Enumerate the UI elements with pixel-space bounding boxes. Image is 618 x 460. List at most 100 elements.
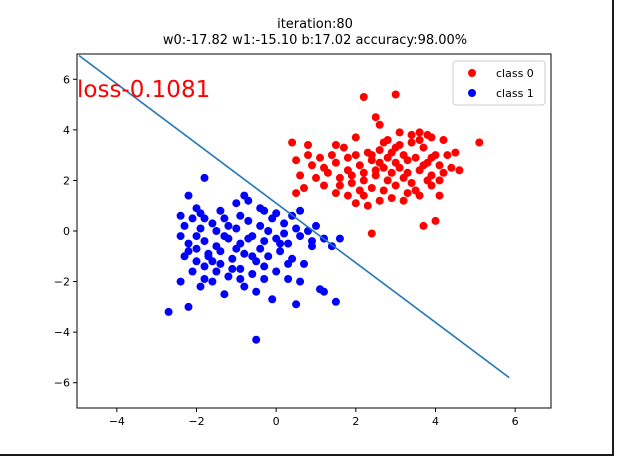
class-0-point (331, 189, 340, 198)
class-0-point (304, 151, 312, 160)
class-1-point (335, 234, 344, 243)
class-1-point (224, 221, 233, 230)
class-0-point (451, 148, 460, 157)
class-0-point (407, 130, 416, 139)
class-0-point (455, 166, 464, 175)
class-1-point (176, 277, 185, 286)
class-1-point (232, 224, 241, 233)
class-1-point (192, 204, 201, 213)
class-0-point (403, 189, 412, 198)
class-1-point (192, 257, 201, 266)
class-0-point (375, 120, 384, 129)
class-0-point (355, 161, 364, 170)
class-1-point (264, 227, 273, 235)
class-0-point (399, 173, 408, 182)
class-0-point (308, 161, 316, 170)
legend-marker (468, 89, 476, 97)
loss-annotation: loss-0.1081 (77, 77, 210, 103)
x-tick-label: −2 (188, 415, 204, 428)
class-0-point (379, 186, 388, 195)
y-tick-label: 4 (63, 124, 70, 137)
class-0-point (359, 191, 368, 200)
class-0-point (427, 153, 436, 162)
class-1-point (256, 244, 265, 253)
class-0-point (375, 196, 384, 205)
class-0-point (411, 186, 420, 195)
class-0-point (296, 171, 305, 180)
class-0-point (419, 221, 428, 230)
class-1-point (200, 173, 209, 182)
class-1-point (292, 224, 301, 233)
class-1-point (280, 219, 289, 228)
class-0-point (431, 216, 440, 225)
class-1-point (212, 227, 221, 235)
class-0-point (435, 191, 444, 200)
class-1-point (252, 335, 261, 344)
class-1-point (232, 199, 241, 208)
class-0-point (399, 196, 408, 205)
class-1-point (284, 275, 293, 283)
class-0-point (351, 133, 360, 142)
class-0-point (391, 143, 400, 152)
class-1-point (248, 270, 257, 278)
class-0-point (359, 93, 368, 101)
class-1-point (260, 237, 269, 246)
chart-title-line-2: w0:-17.82 w1:-15.10 b:17.02 accuracy:98.… (163, 33, 467, 48)
class-0-point (415, 136, 424, 144)
x-tick-label: 0 (273, 415, 280, 428)
legend-label: class 1 (496, 87, 534, 100)
class-1-point (240, 282, 249, 291)
x-tick-label: 4 (432, 415, 439, 428)
class-0-point (331, 158, 340, 167)
class-0-point (439, 168, 448, 177)
class-0-point (343, 153, 352, 162)
class-0-point (363, 201, 372, 210)
class-0-point (375, 158, 384, 167)
class-1-point (208, 257, 217, 266)
class-1-point (296, 277, 305, 286)
class-1-point (244, 196, 253, 205)
class-1-point (216, 247, 225, 256)
y-axis-ticks: −6 −4 −2 0 2 4 6 (54, 73, 77, 390)
class-0-point (395, 128, 404, 137)
class-1-point (284, 259, 293, 268)
class-1-point (188, 214, 197, 223)
class-0-point (383, 153, 392, 162)
class-1-point (276, 239, 285, 248)
class-1-point (184, 247, 193, 256)
x-tick-label: 6 (512, 415, 519, 428)
class-0-point (435, 176, 444, 185)
class-0-point (335, 173, 344, 182)
class-1-point (200, 275, 209, 283)
class-0-point (375, 146, 384, 155)
class-0-point (359, 176, 368, 185)
class-1-point (320, 287, 328, 296)
class-1-point (308, 242, 316, 251)
class-0-point (327, 151, 336, 160)
class-0-point (379, 138, 388, 147)
y-tick-label: −4 (54, 326, 70, 339)
class-0-point (335, 181, 344, 190)
class-1-point (188, 267, 197, 276)
class-0-point (351, 199, 360, 208)
class-1-point (276, 247, 285, 256)
class-1-point (280, 229, 289, 238)
class-1-point (236, 264, 245, 273)
class-1-point (212, 267, 221, 276)
class-0-point (419, 143, 428, 152)
class-0-point (312, 173, 320, 182)
class-0-point (347, 179, 356, 187)
y-tick-label: −2 (54, 276, 70, 289)
class-0-point (320, 181, 328, 190)
class-0-point (443, 151, 452, 160)
class-1-point (292, 300, 301, 309)
class-0-point (407, 138, 416, 147)
class-0-point (288, 138, 297, 147)
class-1-point (236, 211, 245, 220)
class-0-point (331, 141, 340, 149)
class-0-point (391, 181, 400, 190)
class-1-point (300, 259, 308, 268)
class-0-point (367, 184, 376, 192)
class-1-point (232, 244, 241, 253)
legend: class 0 class 1 (452, 60, 546, 106)
